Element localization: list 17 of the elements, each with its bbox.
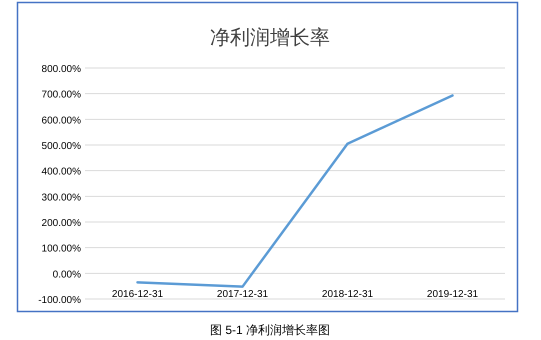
y-tick-label: 800.00% xyxy=(42,64,82,75)
line-series xyxy=(136,94,454,288)
x-tick-label: 2016-12-31 xyxy=(112,288,164,300)
x-tick-label: 2017-12-31 xyxy=(216,288,269,300)
y-tick-label: 0.00% xyxy=(52,269,82,280)
chart-title: 净利润增长率 xyxy=(210,27,330,49)
y-tick-label: 700.00% xyxy=(42,90,82,101)
y-tick-label: 100.00% xyxy=(42,244,82,255)
x-tick-label: 2018-12-31 xyxy=(322,288,374,300)
y-tick-label: 300.00% xyxy=(42,192,82,204)
x-tick-label: 2019-12-31 xyxy=(426,288,479,300)
caption: 图 5-1 净利润增长率图 xyxy=(210,323,330,337)
y-tick-label: 200.00% xyxy=(42,218,82,229)
y-tick-label: -100.00% xyxy=(38,295,82,306)
y-tick-label: 400.00% xyxy=(42,166,82,178)
y-tick-label: 600.00% xyxy=(42,115,82,126)
y-tick-label: 500.00% xyxy=(42,141,82,152)
